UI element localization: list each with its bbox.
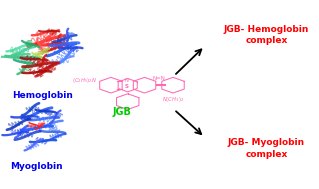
Text: JGB- Hemoglobin
complex: JGB- Hemoglobin complex <box>224 25 309 45</box>
Text: Myoglobin: Myoglobin <box>11 163 63 171</box>
Text: $N(CH_3)_2$: $N(CH_3)_2$ <box>162 95 184 104</box>
Text: JGB: JGB <box>112 107 131 117</box>
Text: N=N: N=N <box>152 76 165 81</box>
Ellipse shape <box>9 27 77 80</box>
Text: S: S <box>124 84 128 89</box>
Text: JGB- Myoglobin
complex: JGB- Myoglobin complex <box>228 139 305 159</box>
Text: Hemoglobin: Hemoglobin <box>12 91 73 100</box>
Text: N: N <box>124 78 128 83</box>
Text: $(C_2H_5)_2N$: $(C_2H_5)_2N$ <box>72 76 97 85</box>
